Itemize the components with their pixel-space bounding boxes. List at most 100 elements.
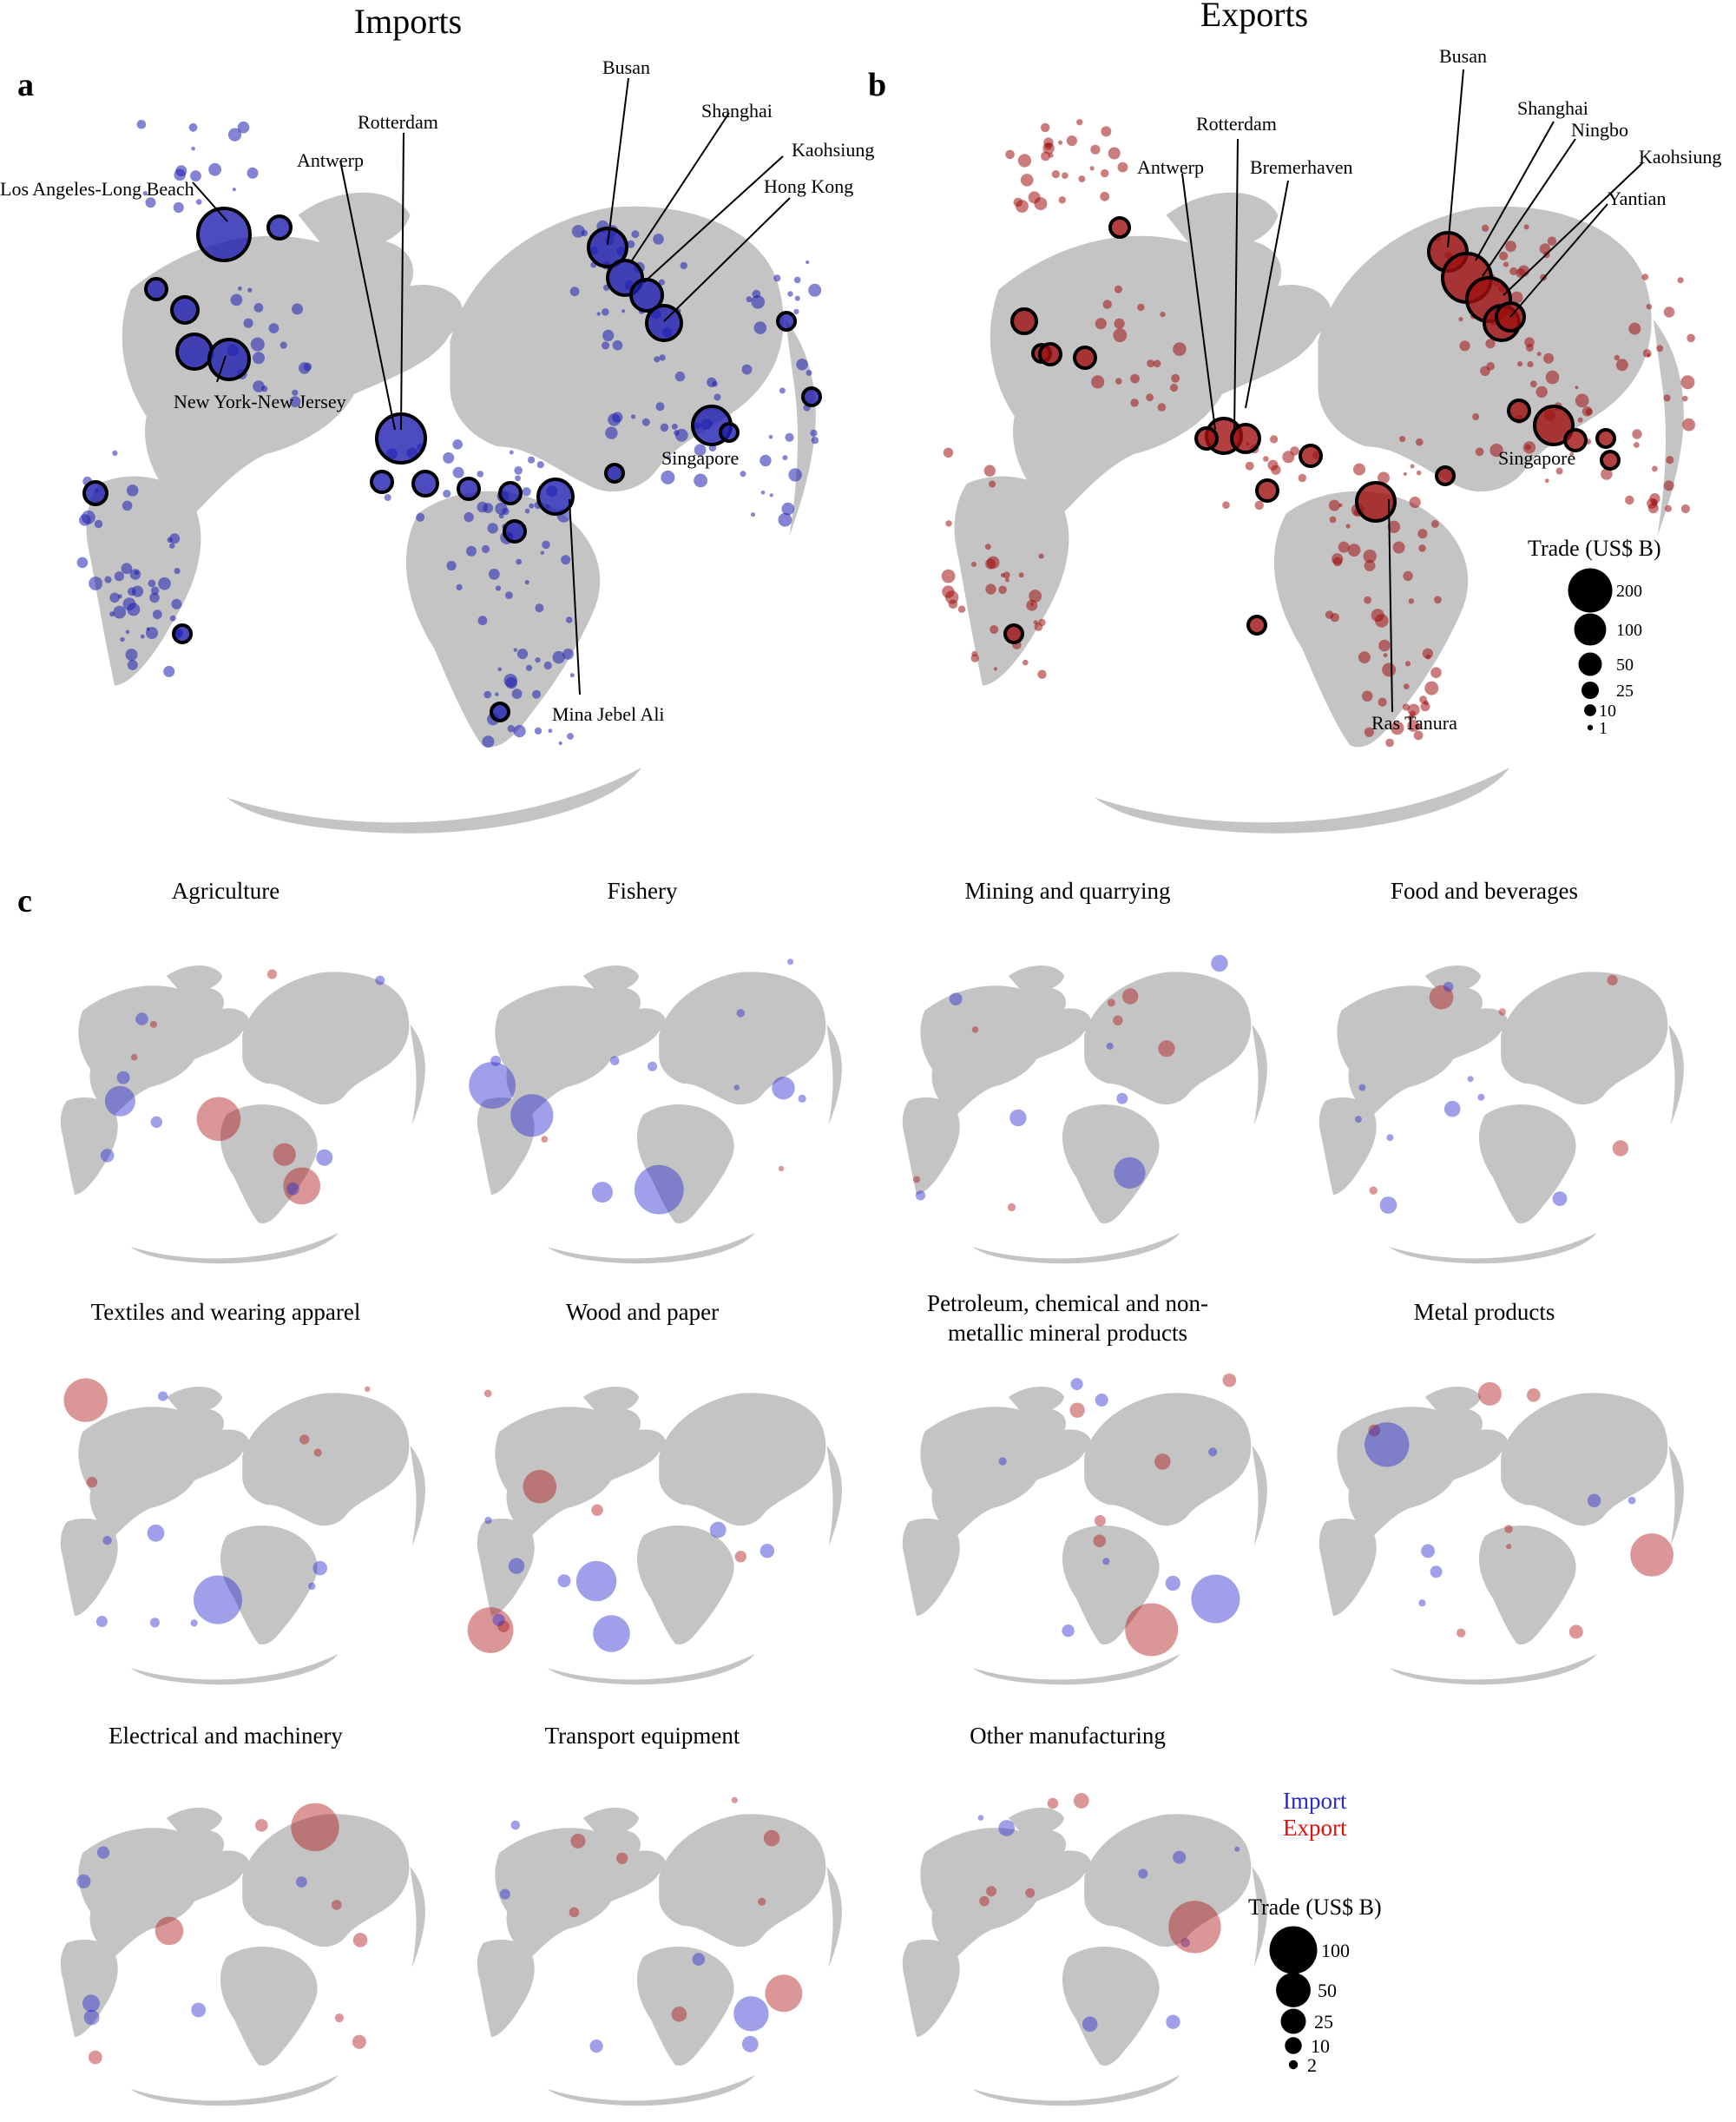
sector-port-marker [497, 1620, 510, 1632]
minor-port-marker [1503, 261, 1509, 267]
minor-port-marker [641, 418, 650, 426]
label-b-ras-tanura: Ras Tanura [1371, 712, 1457, 734]
minor-port-marker [1385, 738, 1394, 748]
minor-port-marker [1115, 378, 1122, 385]
sector-map: Food and beverages [1318, 878, 1684, 1264]
minor-port-marker [443, 451, 455, 464]
sector-map: Agriculture [60, 878, 425, 1264]
sector-port-marker [1047, 1797, 1059, 1809]
legend-size-circle [1578, 652, 1602, 676]
minor-port-marker [1245, 461, 1254, 471]
sector-port-marker [1025, 1888, 1036, 1898]
legend-size-circle [1288, 2059, 1299, 2070]
minor-port-marker [169, 543, 175, 549]
minor-port-marker [1023, 659, 1029, 666]
minor-port-marker [498, 513, 504, 519]
minor-port-marker [292, 389, 299, 396]
minor-port-marker [1663, 394, 1671, 402]
minor-port-marker [122, 597, 136, 610]
panel-a-title: Imports [354, 2, 462, 41]
minor-port-marker [1642, 349, 1652, 358]
sector-port-marker [591, 1504, 603, 1516]
sector-port-marker [332, 1900, 342, 1910]
minor-port-marker [1328, 499, 1340, 511]
sector-port-marker [190, 1619, 198, 1627]
sector-port-marker [510, 1820, 521, 1830]
sector-port-marker [100, 1149, 115, 1163]
minor-port-marker [1545, 370, 1560, 385]
minor-port-marker [945, 520, 952, 527]
minor-port-marker [208, 162, 222, 176]
minor-port-marker [152, 610, 162, 620]
legend-size-circle [1285, 2037, 1302, 2054]
sector-map: Transport equipment [477, 1723, 842, 2106]
sector-port-marker [1211, 954, 1228, 972]
minor-port-marker [1482, 224, 1489, 232]
minor-port-marker [548, 728, 553, 734]
minor-port-marker [109, 592, 120, 603]
major-port-marker [1533, 405, 1575, 446]
minor-port-marker [1095, 318, 1107, 330]
minor-port-marker [540, 550, 544, 555]
minor-port-marker [621, 309, 626, 313]
label-rotterdam: Rotterdam [358, 111, 438, 133]
major-port-marker [1230, 423, 1261, 454]
minor-port-marker [752, 289, 761, 299]
sector-port-marker [1421, 1544, 1435, 1559]
sector-title-line2: metallic mineral products [948, 1320, 1187, 1346]
major-port-marker [1600, 450, 1621, 471]
label-b-yantian: Yantian [1608, 188, 1666, 209]
sector-port-marker [998, 1457, 1007, 1466]
sector-port-marker [915, 1190, 926, 1201]
minor-port-marker [793, 276, 801, 284]
sector-port-marker [1073, 1793, 1089, 1809]
minor-port-marker [148, 579, 156, 588]
minor-port-marker [694, 444, 707, 457]
minor-port-marker [1353, 463, 1365, 476]
sector-map: Wood and paper [467, 1299, 842, 1685]
sector-port-marker [1358, 1084, 1366, 1091]
minor-port-marker [1018, 572, 1024, 578]
minor-port-marker [1499, 251, 1509, 260]
sector-port-marker [255, 1819, 268, 1832]
sector-map: Petroleum, chemical and non-metallic min… [902, 1290, 1267, 1685]
minor-port-marker [1544, 478, 1549, 484]
minor-port-marker [525, 664, 533, 671]
minor-port-marker [1005, 149, 1015, 160]
sector-port-marker [1113, 1015, 1123, 1026]
minor-port-marker [125, 629, 130, 635]
minor-port-marker [230, 293, 243, 306]
panel-a-leaders [192, 77, 791, 695]
minor-port-marker [1422, 648, 1433, 659]
legend-size-circle [1276, 1973, 1311, 2007]
sector-port-marker [1166, 2014, 1180, 2029]
sector-port-marker [150, 1116, 162, 1129]
minor-port-marker [1577, 417, 1583, 423]
sector-port-marker [1125, 1603, 1179, 1657]
minor-port-marker [1108, 147, 1121, 160]
minor-port-marker [561, 555, 571, 565]
sector-port-marker [191, 2002, 207, 2018]
sector-port-marker [492, 1613, 505, 1626]
minor-port-marker [522, 487, 531, 497]
major-port-marker [1108, 216, 1131, 239]
sector-port-marker [1607, 974, 1618, 985]
sector-port-marker [772, 1077, 795, 1100]
major-port-marker [370, 470, 394, 494]
sector-port-marker [296, 1876, 307, 1888]
minor-port-marker [505, 676, 517, 689]
panel-b-port-markers [941, 119, 1695, 748]
minor-port-marker [507, 725, 515, 733]
minor-port-marker [1041, 122, 1050, 133]
minor-port-marker [659, 354, 666, 361]
minor-port-marker [542, 540, 550, 550]
minor-port-marker [612, 412, 623, 423]
minor-port-marker [1271, 465, 1281, 475]
minor-port-marker [1102, 300, 1112, 309]
major-port-marker [172, 623, 193, 644]
minor-port-marker [569, 287, 580, 297]
minor-port-marker [1101, 168, 1109, 178]
sector-port-marker [1443, 1100, 1461, 1117]
sector-port-marker [1208, 1447, 1218, 1457]
